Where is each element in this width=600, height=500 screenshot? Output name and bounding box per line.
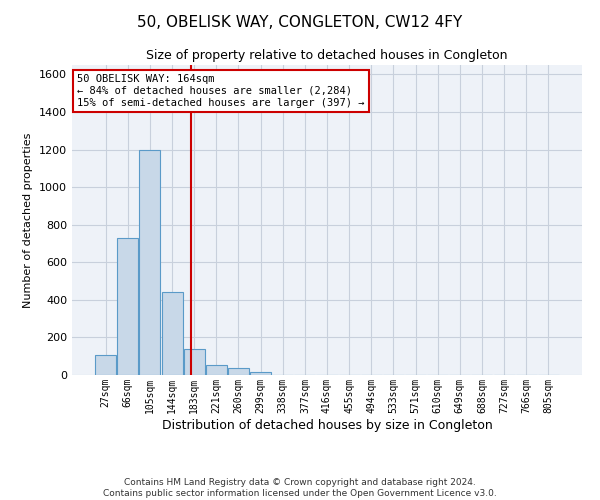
Bar	[250, 372, 271, 375]
Bar	[95, 356, 116, 375]
Bar	[139, 150, 160, 375]
Y-axis label: Number of detached properties: Number of detached properties	[23, 132, 34, 308]
Bar	[206, 364, 227, 375]
Text: Contains HM Land Registry data © Crown copyright and database right 2024.
Contai: Contains HM Land Registry data © Crown c…	[103, 478, 497, 498]
X-axis label: Distribution of detached houses by size in Congleton: Distribution of detached houses by size …	[161, 418, 493, 432]
Text: 50 OBELISK WAY: 164sqm
← 84% of detached houses are smaller (2,284)
15% of semi-: 50 OBELISK WAY: 164sqm ← 84% of detached…	[77, 74, 365, 108]
Title: Size of property relative to detached houses in Congleton: Size of property relative to detached ho…	[146, 50, 508, 62]
Bar	[118, 238, 139, 375]
Bar	[228, 368, 249, 375]
Bar	[161, 292, 182, 375]
Bar	[184, 348, 205, 375]
Text: 50, OBELISK WAY, CONGLETON, CW12 4FY: 50, OBELISK WAY, CONGLETON, CW12 4FY	[137, 15, 463, 30]
